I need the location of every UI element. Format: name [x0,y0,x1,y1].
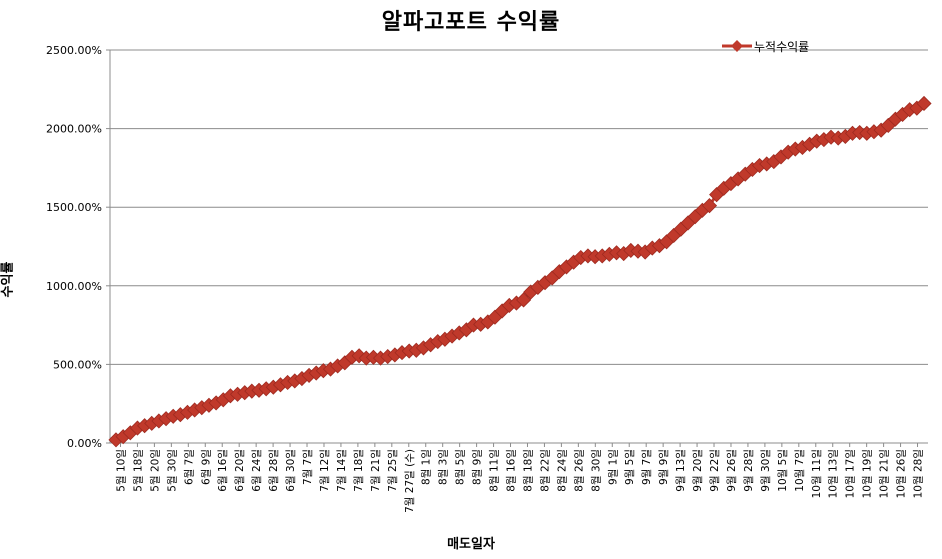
x-tick-label: 8월 26일 [572,449,585,492]
x-tick-label: 7월 27일 (수) [403,449,416,513]
series-point [701,198,718,214]
y-tick-label: 0.00% [67,437,102,450]
x-tick-label: 7월 7일 [301,449,314,485]
x-tick-label: 10월 21일 [878,449,891,498]
x-tick-label: 5월 10일 [114,449,127,492]
x-tick-label: 10월 5일 [776,449,789,492]
x-tick-label: 6월 9일 [199,449,212,485]
x-tick-label: 9월 5일 [623,449,636,485]
x-tick-label: 10월 28일 [912,449,925,498]
x-tick-label: 8월 9일 [471,449,484,485]
x-tick-label: 7월 25일 [386,449,399,492]
y-tick-label: 1000.00% [46,280,102,293]
x-tick-label: 9월 7일 [640,449,653,485]
legend-label: 누적수익률 [754,40,809,54]
x-tick-label: 9월 20일 [691,449,704,492]
x-tick-label: 8월 24일 [555,449,568,492]
legend-marker [731,40,743,52]
x-tick-label: 10월 11일 [810,449,823,498]
x-tick-label: 7월 14일 [335,449,348,492]
x-tick-label: 10월 17일 [844,449,857,498]
x-tick-label: 6월 20일 [233,449,246,492]
x-tick-label: 9월 30일 [759,449,772,492]
x-tick-label: 5월 18일 [131,449,144,492]
chart-title: 알파고포트 수익률 [381,10,561,35]
x-tick-label: 9월 13일 [674,449,687,492]
x-tick-label: 9월 22일 [708,449,721,492]
x-tick-label: 8월 5일 [454,449,467,485]
y-tick-label: 2500.00% [46,44,102,57]
y-tick-label: 500.00% [53,358,102,371]
x-tick-label: 8월 30일 [589,449,602,492]
x-tick-label: 8월 16일 [505,449,518,492]
x-tick-label: 6월 28일 [267,449,280,492]
x-tick-label: 7월 12일 [318,449,331,492]
x-tick-label: 7월 21일 [369,449,382,492]
x-tick-label: 5월 30일 [165,449,178,492]
x-tick-label: 7월 18일 [352,449,365,492]
x-tick-label: 9월 1일 [606,449,619,485]
x-tick-label: 8월 3일 [437,449,450,485]
x-tick-label: 6월 7일 [182,449,195,485]
x-tick-label: 6월 24일 [250,449,263,492]
x-tick-label: 6월 16일 [216,449,229,492]
x-tick-label: 8월 18일 [521,449,534,492]
x-tick-label: 10월 19일 [861,449,874,498]
x-tick-label: 5월 20일 [148,449,161,492]
x-tick-label: 6월 30일 [284,449,297,492]
series-point [916,95,932,112]
x-tick-label: 9월 26일 [725,449,738,492]
x-tick-label: 8월 11일 [488,449,501,492]
y-tick-label: 1500.00% [46,201,102,214]
x-tick-label: 9월 9일 [657,449,670,485]
x-tick-label: 10월 7일 [793,449,806,492]
x-tick-label: 10월 13일 [827,449,840,498]
x-tick-label: 10월 26일 [895,449,908,498]
x-axis-title: 매도일자 [447,537,495,552]
x-tick-label: 8월 22일 [538,449,551,492]
x-tick-label: 8월 1일 [420,449,433,485]
y-tick-label: 2000.00% [46,123,102,136]
x-tick-label: 9월 28일 [742,449,755,492]
series-point [516,292,532,308]
